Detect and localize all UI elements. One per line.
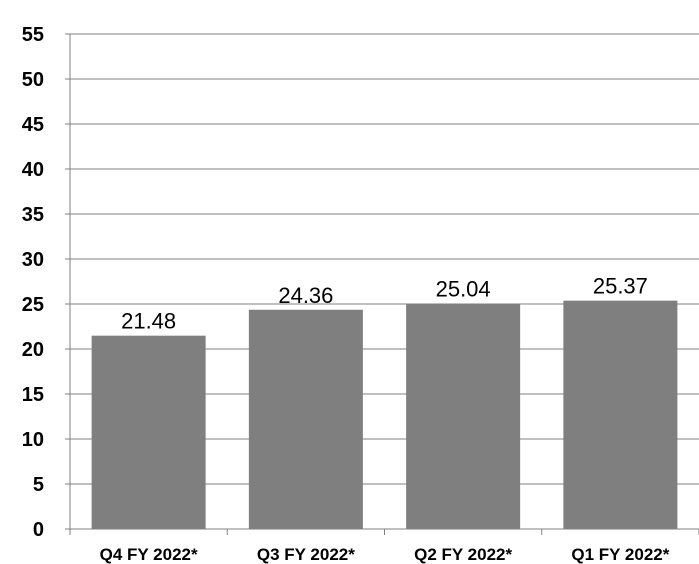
y-tick-label: 30 — [22, 249, 44, 271]
y-tick-label: 45 — [22, 114, 44, 136]
x-tick-label: Q4 FY 2022* — [100, 545, 198, 564]
x-tick-label: Q2 FY 2022* — [414, 545, 512, 564]
bar-2 — [248, 309, 363, 529]
data-label: 24.36 — [278, 283, 333, 308]
y-axis-ticks: 0 5 10 15 20 25 30 35 40 45 50 55 — [22, 24, 44, 541]
y-tick-label: 0 — [33, 519, 44, 541]
y-tick-label: 40 — [22, 159, 44, 181]
data-labels: 21.48 24.36 25.04 25.37 — [121, 274, 648, 334]
y-tick-label: 5 — [33, 474, 44, 496]
bar-4 — [563, 300, 678, 529]
axes — [65, 33, 699, 535]
y-tick-label: 10 — [22, 429, 44, 451]
y-tick-label: 20 — [22, 339, 44, 361]
bar-1 — [91, 335, 206, 529]
y-tick-label: 35 — [22, 204, 44, 226]
y-tick-label: 15 — [22, 384, 44, 406]
y-tick-label: 55 — [22, 24, 44, 46]
data-label: 25.37 — [593, 274, 648, 299]
x-tick-label: Q3 FY 2022* — [257, 545, 355, 564]
y-tick-label: 25 — [22, 294, 44, 316]
x-axis-ticks: Q4 FY 2022* Q3 FY 2022* Q2 FY 2022* Q1 FY 2… — [100, 545, 670, 564]
x-tick-label: Q1 FY 2022* — [571, 545, 669, 564]
bar-3 — [406, 303, 521, 529]
y-tick-label: 50 — [22, 69, 44, 91]
data-label: 25.04 — [436, 277, 491, 302]
bars — [91, 300, 678, 529]
data-label: 21.48 — [121, 309, 176, 334]
